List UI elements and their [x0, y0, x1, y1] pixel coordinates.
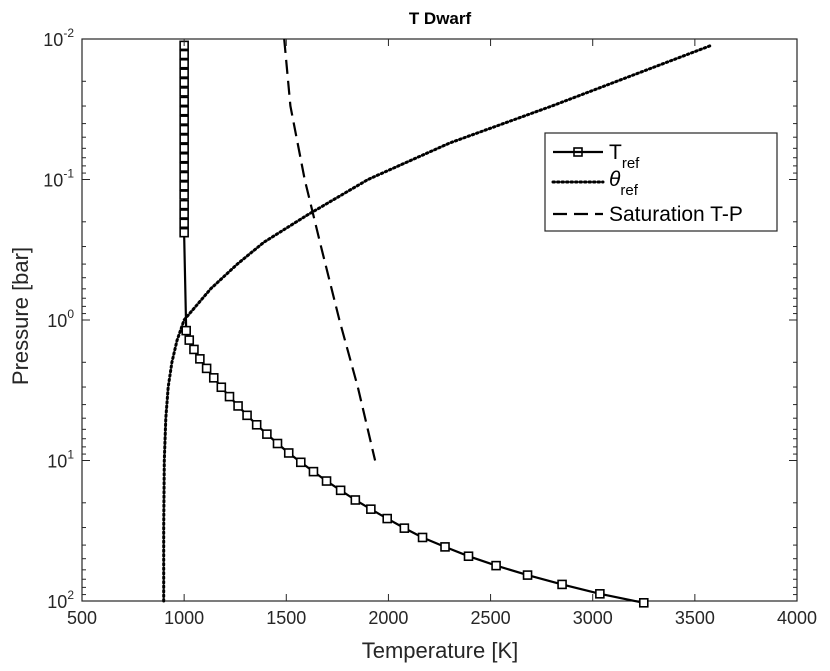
tref-marker — [224, 391, 235, 402]
tref-marker — [179, 143, 189, 154]
legend-item-theta-ref: θref — [551, 168, 639, 199]
tref-marker — [557, 579, 567, 590]
y-tick-exponent: -1 — [63, 167, 74, 181]
tref-marker — [179, 218, 189, 229]
x-axis-label: Temperature [K] — [362, 638, 519, 663]
tref-marker — [595, 589, 605, 599]
tref-marker — [179, 115, 189, 125]
tref-marker — [179, 58, 189, 69]
tref-marker — [295, 457, 306, 468]
y-tick-exponent: 2 — [67, 588, 74, 602]
tref-marker — [321, 476, 332, 486]
y-tick-label: 102 — [47, 588, 74, 612]
series-saturation-line — [283, 38, 377, 461]
tref-marker — [216, 382, 227, 393]
tref-marker — [179, 49, 189, 60]
x-tick-label: 1000 — [164, 608, 204, 628]
x-tick-label: 1500 — [266, 608, 306, 628]
tref-marker — [179, 227, 189, 238]
tref-marker — [491, 560, 501, 571]
y-tick-label: 10-1 — [43, 167, 74, 191]
tref-marker — [242, 410, 252, 421]
legend-label-tref: Tref — [609, 141, 640, 172]
y-tick-base: 10 — [43, 171, 63, 191]
tref-marker — [366, 504, 376, 514]
y-tick-base: 10 — [47, 592, 67, 612]
x-tick-label: 3500 — [675, 608, 715, 628]
legend: Tref θref Saturation T-P — [544, 132, 778, 232]
tref-marker — [272, 438, 283, 449]
tref-marker — [251, 419, 262, 430]
tref-marker — [179, 87, 189, 97]
legend-item-tref: Tref — [553, 141, 640, 172]
tref-marker — [201, 363, 212, 374]
tref-marker — [262, 429, 272, 439]
tref-marker — [463, 551, 474, 562]
x-tick-label: 500 — [67, 608, 97, 628]
tref-marker — [440, 542, 450, 552]
tref-marker — [638, 598, 649, 608]
chart-title: T Dwarf — [409, 9, 472, 28]
legend-label-saturation: Saturation T-P — [609, 203, 743, 226]
tref-marker — [335, 485, 346, 496]
tref-marker — [522, 570, 533, 580]
y-tick-exponent: 0 — [67, 307, 74, 321]
y-tick-label: 101 — [47, 448, 74, 472]
y-tick-exponent: 1 — [67, 448, 74, 462]
series-theta-ref-line — [162, 43, 713, 603]
tref-marker — [189, 344, 199, 355]
tref-marker — [179, 209, 189, 219]
y-tick-base: 10 — [43, 30, 63, 50]
tref-marker — [233, 401, 243, 411]
tref-marker — [179, 105, 189, 116]
tref-marker — [350, 495, 361, 505]
tref-marker — [179, 124, 189, 135]
y-tick-exponent: -2 — [63, 26, 74, 40]
tref-marker — [208, 373, 219, 383]
tref-marker — [417, 532, 428, 543]
tref-marker — [184, 335, 195, 345]
legend-label-theta-ref: θref — [609, 168, 639, 199]
tref-marker — [181, 325, 191, 336]
y-axis-label: Pressure [bar] — [8, 247, 33, 385]
tref-marker — [283, 448, 294, 458]
axis-ticks: 500 1000 1500 2000 2500 3000 3500 400010-210-11… — [43, 26, 817, 628]
x-tick-label: 4000 — [777, 608, 817, 628]
tref-marker — [179, 190, 189, 200]
tref-marker — [382, 513, 393, 524]
legend-square-marker — [573, 147, 583, 157]
tref-marker — [179, 171, 189, 182]
x-tick-label: 3000 — [573, 608, 613, 628]
x-tick-label: 2500 — [471, 608, 511, 628]
tref-marker — [308, 466, 319, 477]
y-tick-label: 100 — [47, 307, 74, 331]
y-tick-base: 10 — [47, 311, 67, 331]
tref-marker — [399, 523, 410, 533]
tref-marker — [195, 354, 205, 364]
tref-marker — [179, 181, 189, 191]
x-tick-label: 2000 — [368, 608, 408, 628]
series-layer — [162, 38, 713, 608]
tref-marker — [179, 96, 189, 107]
tref-marker — [179, 162, 189, 172]
tref-marker — [179, 152, 189, 163]
tref-marker — [179, 199, 189, 210]
legend-item-saturation: Saturation T-P — [553, 203, 743, 226]
y-tick-label: 10-2 — [43, 26, 74, 50]
tref-marker — [179, 68, 189, 78]
tref-marker — [179, 134, 189, 144]
y-tick-base: 10 — [47, 452, 67, 472]
tref-marker — [179, 77, 189, 88]
